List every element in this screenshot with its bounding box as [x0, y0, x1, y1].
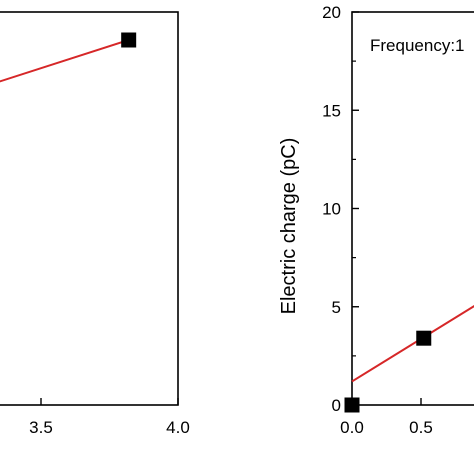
right-plot-frame — [351, 11, 474, 406]
right-chart-panel: 0.00.5105101520 Frequency:1 Electric cha… — [278, 3, 474, 437]
right-y-tick-label-2: 10 — [322, 200, 341, 219]
left-fit-lines — [0, 39, 129, 83]
right-data-point-0 — [344, 397, 360, 413]
frequency-annotation: Frequency:1 — [370, 36, 465, 55]
left-x-tick-label-1: 3.5 — [29, 418, 53, 437]
right-fit-line-0 — [351, 304, 474, 383]
right-data-points — [344, 330, 432, 413]
left-fit-line-0 — [0, 39, 129, 83]
left-data-point-1 — [121, 32, 137, 48]
right-x-tick-label-1: 0.5 — [409, 418, 433, 437]
left-x-tick-label-2: 4.0 — [166, 418, 190, 437]
y-axis-title: Electric charge (pC) — [278, 138, 300, 315]
left-plot-frame — [0, 11, 179, 406]
right-fit-lines — [351, 304, 474, 383]
right-y-tick-label-4: 20 — [322, 3, 341, 22]
right-data-point-1 — [416, 330, 432, 346]
right-x-tick-label-0: 0.0 — [340, 418, 364, 437]
left-data-points — [121, 32, 137, 48]
left-chart-panel: 3.03.54.0 — [0, 11, 190, 437]
left-x-ticks: 3.03.54.0 — [29, 398, 190, 437]
right-y-tick-label-1: 5 — [332, 298, 341, 317]
right-axis-ticks: 0.00.5105101520 — [322, 3, 433, 437]
right-y-tick-label-0: 0 — [332, 396, 341, 415]
right-y-tick-label-3: 15 — [322, 101, 341, 120]
